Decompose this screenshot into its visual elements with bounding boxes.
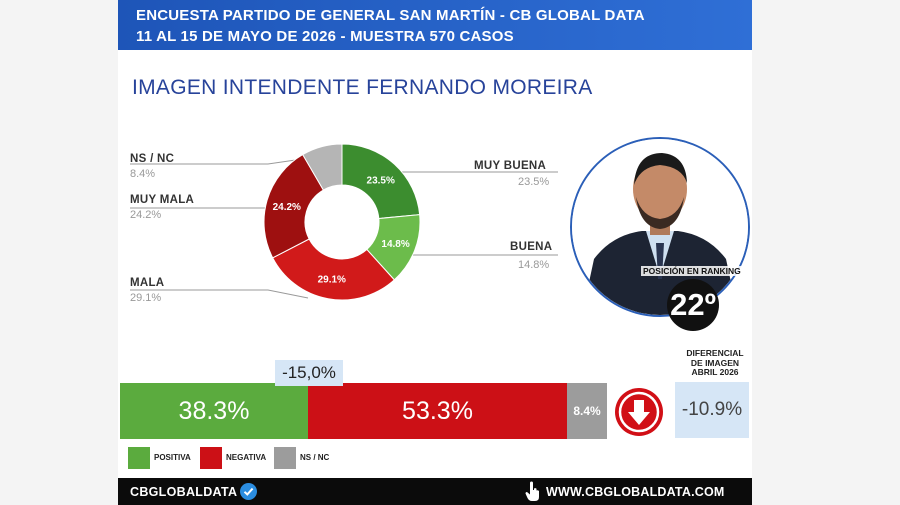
april-differential-value: -10.9% (675, 382, 749, 438)
label-muy-mala: MUY MALA (130, 194, 195, 206)
donut-hole (305, 185, 379, 259)
slice-value-labels: 23.5% 14.8% 29.1% 24.2% (273, 175, 410, 285)
label-muy-buena: MUY BUENA (474, 160, 547, 172)
label-ns-nc: NS / NC (130, 153, 175, 165)
value-buena: 14.8% (518, 259, 550, 271)
bar-ns-nc: 8.4% (567, 383, 607, 439)
verified-badge-icon (240, 483, 257, 500)
footer-url[interactable]: WWW.CBGLOBALDATA.COM (546, 485, 725, 499)
slice-value-label: 24.2% (273, 202, 301, 213)
hand-pointer-icon (524, 481, 542, 502)
value-mala: 29.1% (130, 292, 162, 304)
donut-slices (263, 143, 421, 301)
slice-value-label: 29.1% (318, 275, 346, 286)
value-muy-mala: 24.2% (130, 209, 162, 221)
label-mala: MALA (130, 277, 165, 289)
legend-positiva: POSITIVA (128, 447, 198, 469)
bar-negative: 53.3% (308, 383, 567, 439)
ranking-label: POSICIÓN EN RANKING (641, 266, 743, 276)
label-buena: BUENA (510, 241, 553, 253)
header-subtitle: 11 AL 15 DE MAYO DE 2026 - MUESTRA 570 C… (136, 28, 514, 45)
legend-swatch-negativa (200, 447, 222, 469)
poll-card: ENCUESTA PARTIDO DE GENERAL SAN MARTÍN -… (118, 0, 752, 505)
april-differential-label: DIFERENCIAL DE IMAGEN ABRIL 2026 (686, 348, 744, 377)
bar-positive: 38.3% (120, 383, 308, 439)
arrow-down-icon (615, 388, 663, 436)
footer-bar: CBGLOBALDATA WWW.CBGLOBALDATA.COM (118, 478, 752, 505)
chart-title: IMAGEN INTENDENTE FERNANDO MOREIRA (132, 76, 593, 99)
ranking-badge: 22º (667, 279, 719, 331)
legend-negativa: NEGATIVA (200, 447, 280, 469)
differential-box: -15,0% (275, 360, 343, 386)
footer-brand: CBGLOBALDATA (130, 485, 238, 499)
value-muy-buena: 23.5% (518, 176, 550, 188)
leader-line (130, 289, 309, 299)
mayor-photo (570, 137, 750, 317)
legend-ns-nc: NS / NC (274, 447, 344, 469)
legend-swatch-positiva (128, 447, 150, 469)
header-title: ENCUESTA PARTIDO DE GENERAL SAN MARTÍN -… (136, 7, 645, 24)
donut-chart: 23.5% 14.8% 29.1% 24.2% (130, 143, 558, 301)
value-ns-nc: 8.4% (130, 168, 156, 180)
slice-value-label: 23.5% (367, 175, 395, 186)
slice-value-label: 14.8% (381, 239, 409, 250)
header-banner: ENCUESTA PARTIDO DE GENERAL SAN MARTÍN -… (118, 0, 752, 50)
legend-swatch-ns-nc (274, 447, 296, 469)
